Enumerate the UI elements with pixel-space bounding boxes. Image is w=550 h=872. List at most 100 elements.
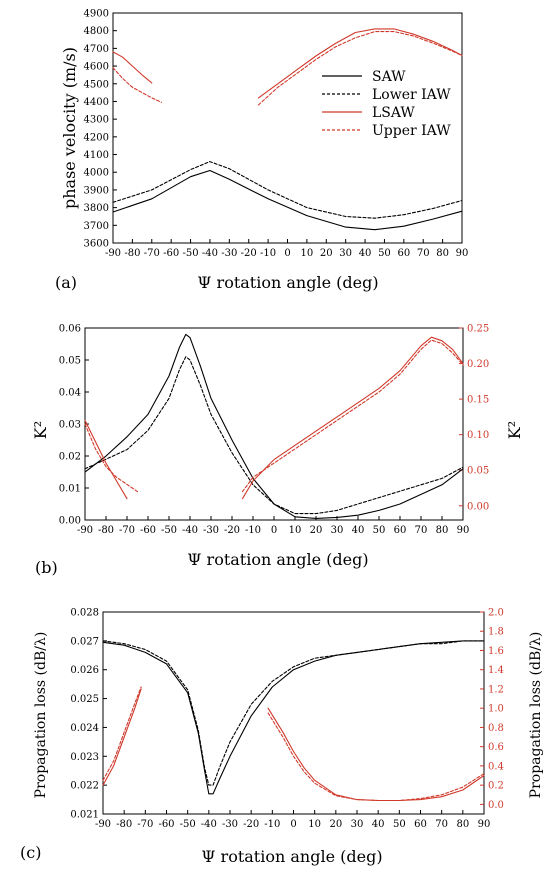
x-tick-label: -70	[137, 819, 153, 830]
x-tick-label: -40	[182, 525, 198, 536]
y-tick-label: 0.022	[70, 781, 99, 792]
y-right-tick-label: 0.4	[488, 761, 504, 772]
y-right-tick-label: 0.6	[488, 742, 504, 753]
xlabel-a: Ψ rotation angle (deg)	[197, 273, 378, 292]
series-layer-a	[112, 28, 463, 231]
series-line	[267, 712, 485, 802]
series-line	[84, 333, 464, 519]
y-right-tick-label: 0.20	[467, 359, 489, 370]
x-tick-label: 10	[289, 525, 302, 536]
y-tick-label: 0.06	[59, 324, 81, 335]
x-tick-label: -70	[144, 248, 160, 259]
x-tick-label: 60	[394, 525, 407, 536]
ylabel-right-c: Propagation loss (dB/λ)	[528, 632, 544, 799]
panel-b: -90 -80 -70 -60 -50 -40 -30 -20 -10 0 10 20 30 40 50 60…	[31, 324, 524, 578]
y-tick-label: 3800	[84, 203, 109, 214]
series-layer-c	[102, 640, 485, 802]
series-layer-b	[84, 333, 464, 519]
series-line	[112, 161, 463, 219]
legend-label: SAW	[372, 69, 406, 85]
y-right-tick-label: 1.0	[488, 704, 504, 715]
series-line	[257, 28, 463, 99]
x-tick-label: -80	[98, 525, 114, 536]
x-tick-label: 20	[329, 819, 342, 830]
x-tick-label: -50	[183, 248, 199, 259]
x-tick-label: 50	[378, 248, 391, 259]
y-right-tick-label: 1.6	[488, 646, 504, 657]
x-tick-label: -70	[119, 525, 135, 536]
x-tick-label: 30	[339, 248, 352, 259]
x-tick-label: 0	[284, 248, 290, 259]
series-line	[112, 67, 163, 103]
x-tick-label: -60	[163, 248, 179, 259]
series-line	[257, 31, 463, 106]
x-tick-label: -60	[158, 819, 174, 830]
y-tick-label: 4800	[84, 26, 109, 37]
series-line	[112, 51, 153, 84]
x-tick-label: 30	[351, 819, 364, 830]
series-line	[84, 356, 464, 515]
x-tick-label: 0	[290, 819, 296, 830]
ylabel-left-b: K²	[31, 421, 50, 439]
ylabel-left-c: Propagation loss (dB/λ)	[33, 632, 49, 799]
series-line	[102, 686, 142, 781]
y-tick-label: 4200	[84, 132, 109, 143]
x-tick-label: -90	[95, 819, 111, 830]
x-tick-label: -50	[161, 525, 177, 536]
x-tick-label: 70	[417, 248, 430, 259]
x-tick-label: -60	[140, 525, 156, 536]
y-tick-label: 4500	[84, 79, 109, 90]
y-tick-label: 4900	[84, 9, 109, 20]
x-tick-label: -90	[77, 525, 93, 536]
y-tick-label: 4700	[84, 44, 109, 55]
x-tick-label: 90	[456, 248, 469, 259]
series-line	[84, 423, 139, 493]
x-tick-label: -20	[224, 525, 240, 536]
xlabel-c: Ψ rotation angle (deg)	[201, 847, 382, 866]
x-tick-label: -10	[245, 525, 261, 536]
plot-frame-c	[102, 611, 485, 815]
tick-layer-c: -90 -80 -70 -60 -50 -40 -30 -20 -10 0 10 20 30 40 50 60…	[70, 608, 504, 831]
x-tick-label: 80	[436, 248, 449, 259]
series-line	[112, 169, 463, 231]
y-tick-label: 0.01	[59, 484, 81, 495]
x-tick-label: 50	[373, 525, 386, 536]
x-tick-label: -40	[202, 248, 218, 259]
y-tick-label: 4600	[84, 62, 109, 73]
x-tick-label: 10	[308, 819, 321, 830]
x-tick-label: 90	[457, 525, 470, 536]
y-tick-label: 0.05	[59, 356, 81, 367]
series-line	[267, 707, 485, 802]
legend-label: Lower IAW	[372, 87, 451, 103]
y-tick-label: 0.025	[70, 694, 99, 705]
legend-label: LSAW	[372, 105, 415, 121]
x-tick-label: 40	[352, 525, 365, 536]
x-tick-label: -30	[203, 525, 219, 536]
y-right-tick-label: 0.25	[467, 324, 489, 335]
tick-layer-b: -90 -80 -70 -60 -50 -40 -30 -20 -10 0 10 20 30 40 50 60…	[59, 324, 490, 537]
x-tick-label: 30	[331, 525, 344, 536]
x-tick-label: 70	[415, 525, 428, 536]
y-tick-label: 0.04	[59, 388, 81, 399]
y-right-tick-label: 0.0	[488, 800, 504, 811]
x-tick-label: 40	[372, 819, 385, 830]
x-tick-label: -90	[105, 248, 121, 259]
series-line	[102, 640, 485, 786]
y-tick-label: 3600	[84, 239, 109, 250]
x-tick-label: 0	[271, 525, 277, 536]
x-tick-label: -80	[124, 248, 140, 259]
y-tick-label: 0.02	[59, 452, 81, 463]
y-tick-label: 4100	[84, 150, 109, 161]
x-tick-label: -20	[243, 819, 259, 830]
y-tick-label: 3700	[84, 221, 109, 232]
x-tick-label: 60	[414, 819, 427, 830]
tick-layer-a: -90 -80 -70 -60 -50 -40 -30 -20 -10 0 10 20 30 40 50 60…	[84, 9, 469, 260]
panel-label-c: (c)	[20, 843, 41, 862]
y-tick-label: 4000	[84, 168, 109, 179]
series-line	[241, 339, 464, 493]
y-right-tick-label: 0.2	[488, 781, 504, 792]
y-tick-label: 0.021	[70, 810, 99, 821]
y-tick-label: 0.00	[59, 516, 81, 527]
x-tick-label: 10	[301, 248, 314, 259]
